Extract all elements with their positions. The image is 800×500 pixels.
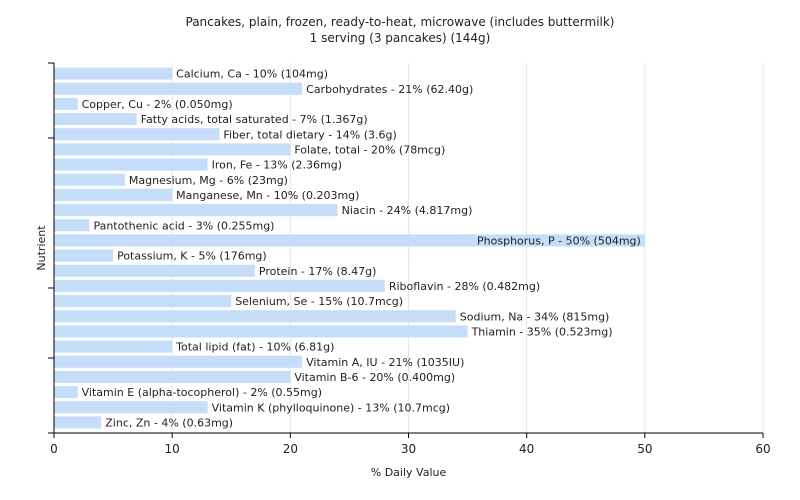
bar [54, 204, 338, 217]
bar [54, 295, 232, 308]
data-label: Niacin - 24% (4.817mg) [342, 204, 473, 217]
data-label: Total lipid (fat) - 10% (6.81g) [175, 341, 334, 354]
x-tick-label: 40 [519, 442, 534, 456]
data-label: Magnesium, Mg - 6% (23mg) [129, 174, 288, 187]
bar [54, 97, 78, 110]
data-label: Vitamin E (alpha-tocopherol) - 2% (0.55m… [82, 386, 322, 399]
bar [54, 158, 208, 171]
bar [54, 386, 78, 399]
bar [54, 249, 114, 262]
bar [54, 279, 385, 292]
data-label: Manganese, Mn - 10% (0.203mg) [176, 189, 359, 202]
bar [54, 128, 220, 141]
data-label: Riboflavin - 28% (0.482mg) [389, 280, 540, 293]
x-tick-label: 20 [283, 442, 298, 456]
data-label: Vitamin A, IU - 21% (1035IU) [306, 356, 464, 369]
bar [54, 173, 125, 186]
bar [54, 340, 173, 353]
chart-title: Pancakes, plain, frozen, ready-to-heat, … [185, 15, 615, 29]
bar [54, 310, 456, 323]
data-label: Fatty acids, total saturated - 7% (1.367… [141, 113, 368, 126]
data-label: Potassium, K - 5% (176mg) [117, 250, 267, 263]
data-label: Sodium, Na - 34% (815mg) [460, 310, 610, 323]
data-label: Thiamin - 35% (0.523mg) [471, 325, 613, 338]
data-label: Calcium, Ca - 10% (104mg) [176, 68, 328, 81]
bar [54, 67, 173, 80]
bar [54, 113, 137, 126]
data-label: Iron, Fe - 13% (2.36mg) [212, 159, 342, 172]
data-label: Fiber, total dietary - 14% (3.6g) [223, 128, 396, 141]
x-tick-label: 10 [165, 442, 180, 456]
x-axis-label: % Daily Value [371, 466, 447, 479]
chart-subtitle: 1 serving (3 pancakes) (144g) [309, 31, 491, 45]
x-tick-label: 50 [637, 442, 652, 456]
data-label: Copper, Cu - 2% (0.050mg) [82, 98, 233, 111]
y-axis-label: Nutrient [35, 225, 48, 271]
data-label: Folate, total - 20% (78mcg) [294, 143, 445, 156]
bar [54, 401, 208, 414]
data-label: Phosphorus, P - 50% (504mg) [477, 234, 641, 247]
data-label: Zinc, Zn - 4% (0.63mg) [105, 416, 233, 429]
data-label: Pantothenic acid - 3% (0.255mg) [93, 219, 274, 232]
bar [54, 143, 291, 156]
bar [54, 416, 102, 429]
bar [54, 219, 90, 232]
x-tick-label: 60 [755, 442, 770, 456]
x-tick-label: 30 [401, 442, 416, 456]
data-label: Vitamin B-6 - 20% (0.400mg) [294, 371, 455, 384]
x-tick-label: 0 [50, 442, 58, 456]
bar [54, 370, 291, 383]
data-label: Protein - 17% (8.47g) [259, 265, 377, 278]
data-label: Carbohydrates - 21% (62.40g) [306, 83, 473, 96]
bar [54, 325, 468, 338]
bar [54, 355, 303, 368]
bar [54, 264, 255, 277]
bar [54, 82, 303, 95]
bar [54, 234, 645, 247]
data-label: Vitamin K (phylloquinone) - 13% (10.7mcg… [212, 401, 450, 414]
bar [54, 188, 173, 201]
data-label: Selenium, Se - 15% (10.7mcg) [235, 295, 403, 308]
